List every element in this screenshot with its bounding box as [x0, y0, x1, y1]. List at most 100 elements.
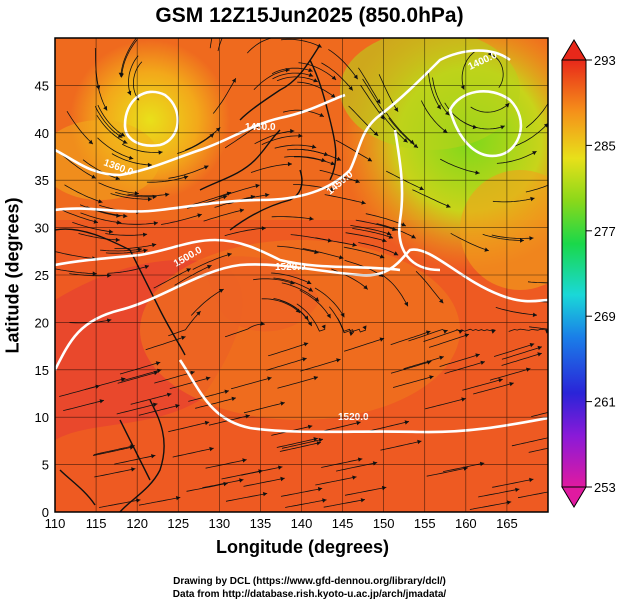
streamline-arrowhead: [419, 186, 424, 191]
streamline: [271, 67, 313, 75]
streamline-arrowhead: [411, 234, 416, 239]
streamline: [99, 499, 141, 508]
streamline-arrowhead: [480, 360, 485, 365]
streamline-arrowhead: [255, 183, 260, 189]
streamline: [336, 462, 378, 472]
colorbar: [561, 39, 587, 508]
streamline-arrowhead: [392, 226, 397, 231]
streamline-arrowhead: [461, 397, 466, 402]
streamline: [273, 277, 314, 292]
streamline-arrowhead: [515, 487, 520, 492]
streamline: [72, 222, 114, 233]
streamline-arrowhead: [479, 461, 485, 467]
x-tick-label: 120: [126, 516, 148, 531]
streamline: [209, 38, 213, 49]
streamline: [501, 346, 543, 360]
streamline-arrowhead: [222, 195, 228, 200]
contour-1500: [55, 238, 401, 272]
streamline: [456, 328, 496, 332]
streamline: [298, 62, 337, 81]
streamline: [190, 288, 224, 316]
streamline: [427, 69, 442, 110]
streamline-arrowhead: [231, 396, 236, 401]
streamline: [79, 204, 121, 217]
streamline-arrowhead: [349, 331, 354, 336]
streamline-arrowhead: [309, 216, 314, 221]
streamline-arrowhead: [549, 96, 553, 101]
streamline: [487, 53, 504, 88]
x-tick-label: 135: [250, 516, 272, 531]
streamline-arrowhead: [381, 485, 387, 491]
streamline-arrowhead: [529, 343, 535, 348]
streamline: [277, 376, 319, 389]
streamline: [119, 361, 161, 375]
streamline-arrowhead: [186, 268, 191, 273]
streamline-arrowhead: [207, 265, 212, 269]
streamline-arrowhead: [115, 237, 120, 243]
streamline-arrowhead: [197, 213, 202, 218]
streamline-arrowhead: [442, 128, 448, 133]
streamline-arrowhead: [336, 358, 341, 363]
streamline-arrowhead: [116, 213, 121, 218]
streamline-arrowhead: [498, 378, 503, 383]
streamline: [212, 78, 237, 114]
streamline: [84, 378, 126, 390]
streamline-arrowhead: [120, 132, 125, 137]
streamline: [146, 175, 189, 183]
streamline-arrowhead: [151, 243, 157, 248]
streamline-arrowhead: [237, 18, 242, 22]
streamline: [114, 455, 156, 465]
y-tick-label: 25: [35, 268, 49, 283]
contour-1450-east: [393, 129, 441, 272]
streamline: [489, 368, 531, 381]
streamline-arrowhead: [280, 476, 285, 482]
streamline-arrowhead: [250, 194, 255, 200]
streamline: [511, 437, 548, 447]
streamline: [97, 137, 134, 160]
streamline-arrowhead: [446, 203, 451, 208]
streamline: [424, 398, 466, 410]
streamline: [185, 127, 221, 151]
streamline: [127, 193, 170, 197]
streamline-arrowhead: [500, 125, 505, 130]
credit-data-source: Data from http://database.rish.kyoto-u.a…: [172, 589, 447, 600]
streamline: [272, 72, 314, 80]
streamline-arrowhead: [386, 231, 392, 236]
streamline: [314, 287, 345, 318]
streamline: [224, 323, 265, 338]
streamline-arrowhead: [143, 248, 148, 253]
streamline-arrowhead: [549, 435, 553, 439]
streamline: [261, 135, 303, 145]
streamline: [348, 105, 379, 137]
streamline-arrowhead: [360, 498, 365, 503]
streamline-arrowhead: [106, 318, 112, 323]
streamline: [319, 421, 361, 433]
streamline-arrowhead: [520, 238, 524, 243]
streamline-arrowhead: [317, 43, 322, 48]
streamline: [287, 148, 329, 156]
streamline: [186, 482, 228, 492]
streamline-arrowhead: [98, 199, 103, 204]
streamline-arrowhead: [205, 376, 211, 381]
streamline: [293, 184, 335, 191]
streamline: [470, 102, 510, 113]
credit-drawing: Drawing by DCL (https://www.gfd-dennou.o…: [173, 576, 446, 587]
streamline-arrowhead: [183, 175, 189, 180]
streamline: [482, 233, 524, 241]
streamline: [261, 298, 301, 314]
streamline-arrowhead: [361, 200, 366, 205]
streamline: [299, 290, 331, 319]
streamline-arrowhead: [219, 289, 224, 293]
streamline-arrowhead: [204, 420, 210, 426]
streamline: [362, 78, 386, 115]
streamline-arrowhead: [144, 264, 149, 270]
streamline-arrowhead: [367, 157, 372, 162]
streamline: [168, 421, 210, 433]
streamline-arrowhead: [239, 208, 244, 213]
streamline-arrowhead: [137, 247, 142, 252]
streamline: [355, 219, 397, 231]
colorbar-tick-label: 261: [594, 395, 616, 410]
streamline-arrowhead: [224, 389, 229, 394]
streamline: [177, 133, 215, 154]
